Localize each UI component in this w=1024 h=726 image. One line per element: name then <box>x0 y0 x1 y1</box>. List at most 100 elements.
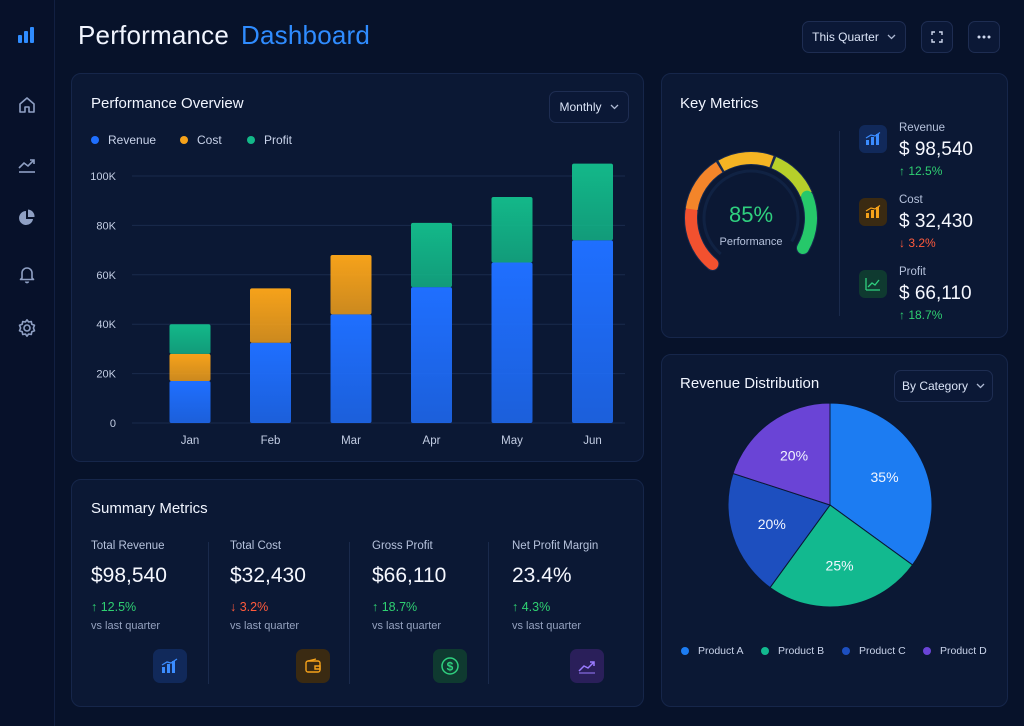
gauge-value: 85% <box>728 202 774 227</box>
cost-metric-icon <box>859 198 887 226</box>
chevron-down-icon <box>887 34 896 40</box>
y-tick-label: 20K <box>96 369 116 381</box>
distribution-select-label: By Category <box>901 379 969 393</box>
distribution-title: Revenue Distribution <box>680 375 820 392</box>
legend-profit: Profit <box>247 133 292 147</box>
overview-title: Performance Overview <box>91 95 244 112</box>
bar-revenue-may[interactable] <box>491 262 533 423</box>
pie-slice-product-b[interactable] <box>769 504 914 608</box>
pie-slice-label: 20% <box>758 516 786 532</box>
bar-profit-may[interactable] <box>491 196 533 263</box>
pie-slice-product-d[interactable] <box>732 402 831 506</box>
trend-icon[interactable] <box>14 151 40 177</box>
summary-delta: ↑ 18.7% <box>372 600 418 614</box>
pie-slice-product-c[interactable] <box>727 472 831 589</box>
summary-gross-profit: Gross Profit $66,110 ↑ 18.7% vs last qua… <box>372 540 502 632</box>
pie-chart-icon[interactable] <box>14 205 40 231</box>
gauge-inner-ring <box>702 169 800 256</box>
profit-metric-icon <box>859 270 887 298</box>
bar-revenue-feb[interactable] <box>250 342 291 423</box>
pie-legend-dot <box>681 647 689 655</box>
y-tick-label: 80K <box>96 220 116 232</box>
period-select-label: This Quarter <box>812 30 879 44</box>
summary-sub: vs last quarter <box>512 620 582 632</box>
summary-total-cost: Total Cost $32,430 ↓ 3.2% vs last quarte… <box>230 540 360 632</box>
x-tick-label: Jan <box>181 435 200 447</box>
summary-divider <box>208 542 209 684</box>
gauge-segment <box>685 162 723 211</box>
gauge-label: Performance <box>719 236 783 248</box>
bar-cost-jan[interactable] <box>169 353 211 382</box>
overview-period-select[interactable]: Monthly <box>549 91 629 123</box>
key-metrics-divider <box>839 131 840 316</box>
more-options-button[interactable] <box>968 21 1000 53</box>
gauge-segment <box>685 205 719 270</box>
fullscreen-button[interactable] <box>921 21 953 53</box>
revenue-metric-label: Revenue <box>899 122 946 134</box>
home-icon[interactable] <box>14 92 40 118</box>
performance-gauge <box>684 151 818 271</box>
pie-legend-dot <box>923 647 931 655</box>
pie-legend-label: Product B <box>778 645 825 657</box>
key-metrics-title: Key Metrics <box>680 95 759 112</box>
sidebar <box>0 0 55 726</box>
chevron-down-icon <box>610 104 618 110</box>
more-icon <box>977 35 991 39</box>
pie-legend-label: Product C <box>859 645 906 657</box>
y-tick-label: 40K <box>96 319 116 331</box>
summary-sub: vs last quarter <box>230 620 300 632</box>
summary-divider <box>349 542 350 684</box>
page-title-main: Performance <box>78 20 230 50</box>
distribution-category-select[interactable]: By Category <box>894 370 993 402</box>
pie-legend-label: Product D <box>940 645 987 657</box>
dollar-icon: $ <box>433 649 467 683</box>
gear-icon[interactable] <box>14 315 40 341</box>
summary-value: $98,540 <box>91 564 167 587</box>
period-select[interactable]: This Quarter <box>802 21 906 53</box>
summary-value: $66,110 <box>372 564 447 587</box>
summary-sub: vs last quarter <box>91 620 161 632</box>
bar-revenue-apr[interactable] <box>411 287 452 423</box>
pie-slice-label: 25% <box>826 557 854 573</box>
revenue-distribution-card: Revenue Distribution By Category 35% 25% 2… <box>661 354 1008 707</box>
bar-revenue-jan[interactable] <box>169 381 211 423</box>
summary-delta: ↑ 4.3% <box>512 600 551 614</box>
overview-period-label: Monthly <box>559 100 602 114</box>
bar-revenue-jun[interactable] <box>572 240 613 423</box>
page-title-accent: Dashboard <box>241 20 371 50</box>
summary-label: Net Profit Margin <box>512 540 599 552</box>
summary-net-profit-margin: Net Profit Margin 23.4% ↑ 4.3% vs last q… <box>512 540 642 632</box>
revenue-pie-chart: 35% 25% 20% 20% <box>727 402 933 608</box>
cost-metric-delta: ↓ 3.2% <box>899 236 936 250</box>
bar-profit-jun[interactable] <box>572 163 613 241</box>
bar-profit-jan[interactable] <box>169 324 211 354</box>
summary-label: Total Cost <box>230 540 282 552</box>
pie-legend-dot <box>761 647 769 655</box>
revenue-chart-icon <box>153 649 187 683</box>
pie-legend-product-a: Product A <box>681 645 744 657</box>
bar-profit-apr[interactable] <box>411 222 452 288</box>
bar-revenue-mar[interactable] <box>330 314 372 423</box>
summary-value: 23.4% <box>512 564 572 587</box>
bar-chart-logo-icon[interactable] <box>14 22 40 48</box>
profit-metric-delta: ↑ 18.7% <box>899 308 943 322</box>
legend-cost-label: Cost <box>197 133 222 147</box>
bar-cost-feb[interactable] <box>250 288 291 343</box>
x-tick-label: Apr <box>423 435 441 447</box>
legend-revenue-label: Revenue <box>108 133 157 147</box>
legend-cost: Cost <box>180 133 222 147</box>
revenue-metric-icon <box>859 125 887 153</box>
revenue-metric-value: $ 98,540 <box>899 139 973 160</box>
summary-sub: vs last quarter <box>372 620 442 632</box>
cost-metric-label: Cost <box>899 194 923 206</box>
summary-delta: ↓ 3.2% <box>230 600 269 614</box>
bell-icon[interactable] <box>14 261 40 287</box>
bar-cost-mar[interactable] <box>330 255 372 315</box>
x-tick-label: May <box>501 435 523 447</box>
profit-metric-label: Profit <box>899 266 926 278</box>
y-tick-label: 100K <box>90 171 116 183</box>
y-tick-label: 60K <box>96 270 116 282</box>
pie-slice-product-a[interactable] <box>829 402 933 566</box>
summary-value: $32,430 <box>230 564 306 587</box>
chevron-down-icon <box>976 383 985 389</box>
